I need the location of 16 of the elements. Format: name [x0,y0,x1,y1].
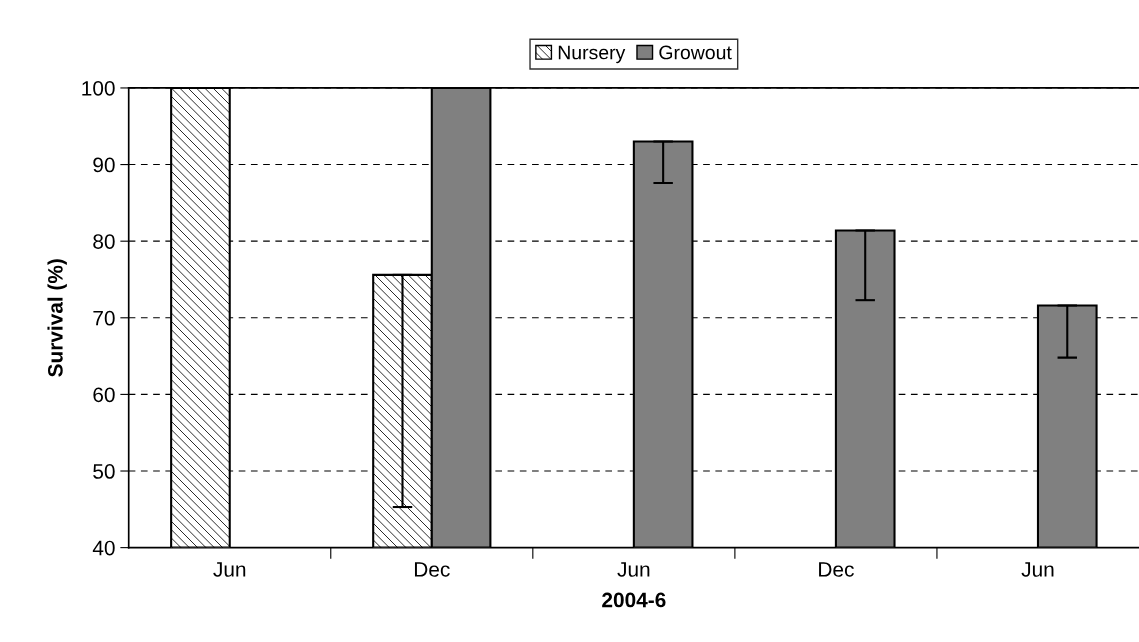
x-tick-label: Jun [1021,562,1054,577]
y-tick-label: 50 [93,464,115,479]
y-tick-label: 70 [93,310,115,326]
x-axis-title: 2004-6 [602,592,666,608]
y-axis-title: Survival (%) [47,259,67,377]
y-tick-label: 100 [82,80,115,96]
x-tick-label: Dec [819,562,854,577]
y-tick-label: 60 [93,387,115,403]
x-tick-label: Jun [213,562,246,577]
y-tick-label: 80 [93,234,115,249]
x-tick-label: Dec [414,562,450,577]
legend-label: Nursery [558,45,626,64]
y-tick-label: 40 [92,540,115,556]
legend-label: Growout [659,45,732,60]
x-tick-label: Jun [617,562,650,577]
y-tick-label: 90 [93,157,115,173]
